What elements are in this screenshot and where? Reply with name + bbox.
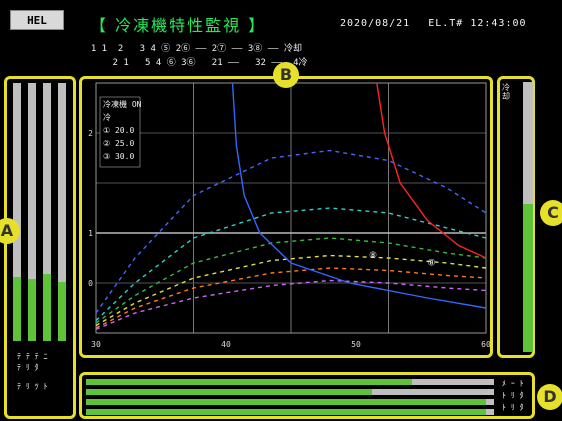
series-line-6 [95,279,487,330]
gauge-d-bar-2 [86,389,494,395]
x-tick-label: 60 [481,340,490,349]
series-line-4 [95,254,487,327]
series-line-7 [231,82,487,309]
gauge-d-bar-3 [86,399,494,405]
marker-b: B [273,62,299,88]
series-line-1 [95,149,487,314]
gauge-a-label-1: ﾃ ﾃ ﾃ ﾆ [17,352,48,361]
x-tick-label: 30 [91,340,101,349]
chart-annotation: ⑧ [369,251,377,261]
gauge-a-bar-3 [43,83,51,341]
gauge-d-label-1: ﾒ ｰ ﾄ [502,379,524,388]
gauge-d-bar-4 [86,409,494,415]
legend-row-1: 1 1 2 3 4 ⑤ 2⑥ —— 2⑦ —— 3⑧ —— 冷却 [80,44,302,54]
gauge-a-fill-4 [58,281,66,341]
y-tick-label: 1 [88,229,93,238]
marker-d: D [537,384,562,410]
gauge-c-label: 冷却 [502,83,510,101]
gauge-d-fill-4 [86,409,486,415]
y-tick-label: 0 [88,279,93,288]
gauge-d-fill-1 [86,379,413,385]
gauge-d-fill-3 [86,399,486,405]
gauge-d-label-3: ﾄ ﾘ ﾀ [502,403,524,412]
hel-button[interactable]: HEL [10,10,64,30]
inset-text: ① 20.0 [103,126,134,135]
gauge-a-bar-1 [13,83,21,341]
gauge-d-bar-1 [86,379,494,385]
gauge-a-fill-2 [28,279,36,341]
gauge-d-fill-2 [86,389,372,395]
series-line-2 [95,207,487,322]
series-line-8 [376,82,487,259]
gauge-c-bar [523,82,533,352]
panel-c: 冷却 [497,76,535,358]
panel-d: ﾒ ｰ ﾄ ﾄ ﾘ ﾀ ﾄ ﾘ ﾀ [79,372,535,419]
y-tick-label: 2 [88,129,93,138]
inset-text: 冷凍機 ON [103,99,142,109]
page-title: 【 冷凍機特性監視 】 [90,16,267,35]
inset-box [99,96,141,168]
gauge-a-bar-2 [28,83,36,341]
legend-row-2: 2 1 5 4 ⑥ 3⑥ 21 —— 32 —— 4冷 [80,58,308,68]
gauge-a-fill-3 [43,273,51,341]
gauge-c-fill [523,203,533,352]
gauge-a-fill-1 [13,276,21,341]
inset-text: ③ 30.0 [103,152,134,161]
gauge-a-label-3: ﾃ ﾘ ﾂ ﾄ [17,382,48,391]
series-line-3 [95,237,487,324]
marker-a: A [0,218,20,244]
x-tick-label: 40 [221,340,231,349]
panel-b-chart: 30 40 50 60 2 1 0 冷凍機 ON 冷 ① 20.0 ② 25.0 ③ 30.0 ⑧ ⑧ [79,76,493,358]
gauge-a-label-2: ﾃ ﾘ ﾀ [17,363,39,372]
status-readout: 2020/08/21 EL.T# 12:43:00 [340,18,527,29]
gauge-a-bar-4 [58,83,66,341]
panel-a: ﾃ ﾃ ﾃ ﾆ ﾃ ﾘ ﾀ ﾃ ﾘ ﾂ ﾄ [4,76,76,419]
chart-annotation: ⑧ [428,259,436,269]
x-tick-label: 50 [351,340,361,349]
gauge-d-label-2: ﾄ ﾘ ﾀ [502,391,524,400]
characteristic-chart: 30 40 50 60 2 1 0 冷凍機 ON 冷 ① 20.0 ② 25.0 ③ 30.0 ⑧ ⑧ [88,82,490,349]
inset-text: ② 25.0 [103,139,134,148]
inset-text: 冷 [103,112,111,122]
marker-c: C [540,200,562,226]
